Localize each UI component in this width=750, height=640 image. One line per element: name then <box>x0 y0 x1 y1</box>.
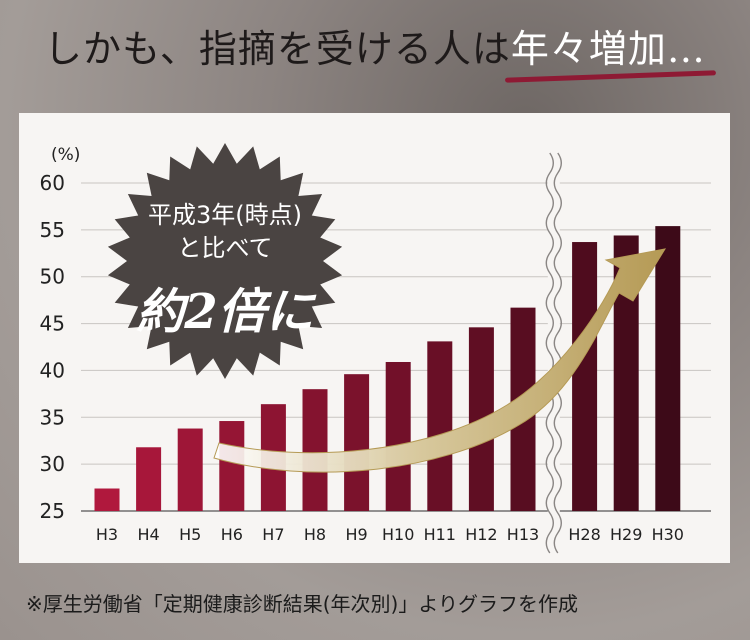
axis-break-mask <box>547 153 560 515</box>
callout-line1: 平成3年(時点) <box>148 201 302 229</box>
bar-H10 <box>385 361 411 511</box>
callout-line3: 約2倍に <box>136 284 316 340</box>
callout-line2: と比べて <box>177 234 272 262</box>
x-tick-H28: H28 <box>568 525 600 544</box>
x-tick-H5: H5 <box>179 525 201 544</box>
bar-H8 <box>302 389 328 511</box>
bar-H30 <box>655 226 681 511</box>
y-tick-45: 45 <box>40 312 65 336</box>
bar-H6 <box>219 421 245 511</box>
y-tick-30: 30 <box>40 452 65 476</box>
bar-H28 <box>572 242 598 512</box>
y-tick-35: 35 <box>40 405 65 429</box>
bar-H9 <box>344 374 370 511</box>
y-unit-label: (%) <box>51 145 80 165</box>
trend-arrow <box>213 248 667 473</box>
y-tick-25: 25 <box>40 499 65 523</box>
y-tick-50: 50 <box>40 265 65 289</box>
x-tick-H3: H3 <box>96 525 118 544</box>
x-tick-H30: H30 <box>652 525 684 544</box>
x-tick-H6: H6 <box>221 525 243 544</box>
axis-break-line-2 <box>553 152 562 554</box>
callout-starburst <box>107 143 343 379</box>
x-tick-H11: H11 <box>424 525 456 544</box>
x-tick-H9: H9 <box>345 525 367 544</box>
bar-H3 <box>94 488 120 511</box>
headline-accent: 年々増加… <box>510 27 706 71</box>
source-note: ※厚生労働省「定期健康診断結果(年次別)」よりグラフを作成 <box>26 592 578 616</box>
bar-H4 <box>136 447 162 511</box>
bar-chart: (%) 25 30 35 40 45 50 55 60 H3 H4 H5 H6 H7 H8 H9 H10 H11 H… <box>40 143 711 554</box>
headline-lead: しかも、指摘を受ける人は <box>44 27 511 71</box>
x-tick-H12: H12 <box>465 525 497 544</box>
y-tick-60: 60 <box>40 171 65 195</box>
bar-H11 <box>427 341 453 511</box>
x-tick-H10: H10 <box>382 525 414 544</box>
x-tick-H29: H29 <box>610 525 642 544</box>
x-tick-H7: H7 <box>262 525 284 544</box>
axis-break-line-1 <box>545 152 554 554</box>
chart-panel: (%) 25 30 35 40 45 50 55 60 H3 H4 H5 H6 H7 H8 H9 H10 H11 H… <box>19 113 730 563</box>
x-tick-H4: H4 <box>137 525 159 544</box>
headline: しかも、指摘を受ける人は年々増加… <box>0 18 750 73</box>
y-tick-55: 55 <box>40 218 65 242</box>
x-tick-H13: H13 <box>507 525 539 544</box>
x-tick-H8: H8 <box>304 525 326 544</box>
y-tick-40: 40 <box>40 358 65 382</box>
bar-H5 <box>177 428 203 511</box>
